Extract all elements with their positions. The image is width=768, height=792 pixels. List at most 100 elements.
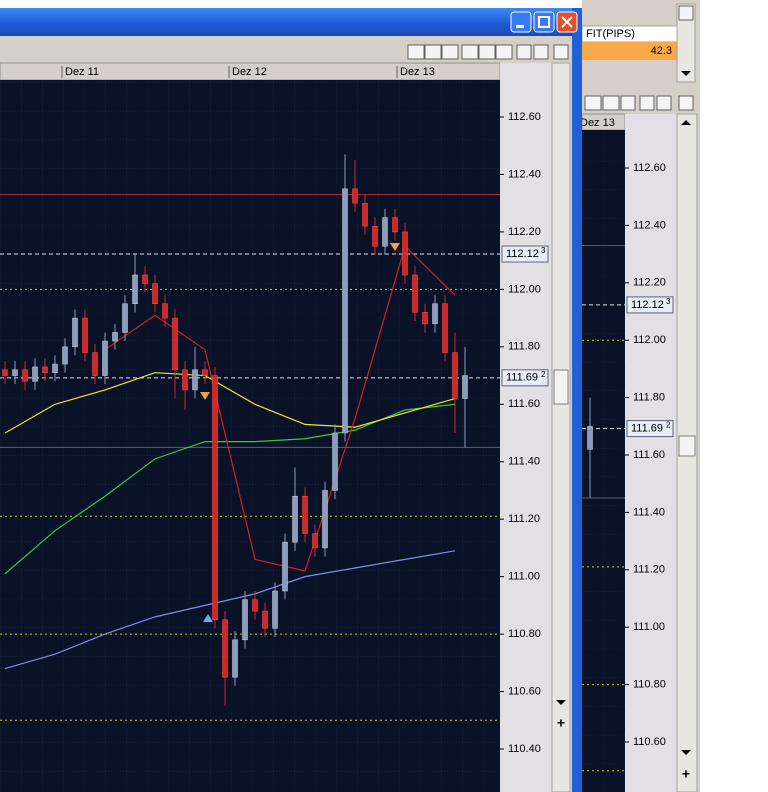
candle-body xyxy=(242,599,248,641)
price-tick-label: 112.00 xyxy=(633,334,666,346)
bid-label: 111.69 xyxy=(631,423,663,435)
candle-body xyxy=(232,639,238,678)
side-price-axis xyxy=(625,114,677,792)
candle-body xyxy=(332,432,338,491)
price-tick-label: 112.00 xyxy=(508,283,541,295)
price-tick-label: 111.60 xyxy=(508,398,540,410)
candle-body xyxy=(452,352,458,399)
candle-body xyxy=(422,312,428,325)
candle-body xyxy=(82,317,88,353)
price-tick-label: 111.80 xyxy=(508,341,540,353)
zoom-button[interactable]: + xyxy=(557,715,565,731)
bid-box xyxy=(626,420,674,438)
candle-body xyxy=(282,541,288,592)
candle-body xyxy=(322,490,328,549)
candle-body xyxy=(442,303,448,353)
price-tick-label: 111.00 xyxy=(633,621,665,633)
zoom-button[interactable]: + xyxy=(682,766,690,782)
title-bar xyxy=(0,8,582,36)
bid-pip: 2 xyxy=(541,370,546,379)
price-tick-label: 112.20 xyxy=(508,226,541,238)
candle-body xyxy=(102,340,108,376)
window-buttons[interactable] xyxy=(510,11,578,33)
candle-body xyxy=(142,274,148,284)
price-tick-label: 112.20 xyxy=(633,277,666,289)
main-toolbar-buttons[interactable] xyxy=(407,44,569,60)
candle-body xyxy=(302,495,308,534)
candle-body xyxy=(172,317,178,371)
candle-body xyxy=(252,599,258,612)
scroll-thumb[interactable] xyxy=(553,369,569,405)
candle-body xyxy=(92,352,98,376)
candle-body xyxy=(202,369,208,376)
price-tick-label: 110.60 xyxy=(633,736,666,748)
price-tick-label: 111.40 xyxy=(633,506,665,518)
candle-body xyxy=(152,283,158,304)
price-tick-label: 111.00 xyxy=(508,571,540,583)
moving-average xyxy=(4,550,456,670)
scroll-down-arrow[interactable] xyxy=(556,700,566,705)
date-label: Dez 13 xyxy=(400,66,435,78)
ask-pip: 3 xyxy=(666,297,671,306)
candle-body xyxy=(432,303,438,325)
side-scrollbar[interactable] xyxy=(676,3,696,83)
price-tick-label: 111.80 xyxy=(633,392,665,404)
price-tick-label: 111.40 xyxy=(508,456,540,468)
price-tick-label: 110.40 xyxy=(508,743,541,755)
bid-pip: 2 xyxy=(666,421,671,430)
price-tick-label: 112.60 xyxy=(508,111,541,123)
candle-body xyxy=(192,369,198,391)
buy-marker xyxy=(203,614,213,622)
candle-body xyxy=(402,231,408,276)
candle-body xyxy=(342,188,348,434)
candle-body xyxy=(412,274,418,313)
moving-average xyxy=(104,245,456,572)
main-chart-area xyxy=(0,80,500,792)
price-tick-label: 112.40 xyxy=(508,168,541,180)
candle-body xyxy=(112,332,118,342)
scroll-thumb[interactable] xyxy=(678,435,696,457)
candle-body xyxy=(62,346,68,365)
candle-body xyxy=(72,317,78,348)
candle-body xyxy=(462,375,468,399)
candle-body xyxy=(372,225,378,247)
ask-label: 112.12 xyxy=(631,299,664,311)
candle-body xyxy=(262,610,268,629)
candle-body xyxy=(12,369,18,376)
price-tick-label: 111.20 xyxy=(508,513,540,525)
column-header: FIT(PIPS) xyxy=(586,28,635,40)
ask-pip: 3 xyxy=(541,246,546,255)
price-tick-label: 111.20 xyxy=(633,564,665,576)
candle-body xyxy=(2,369,8,376)
candle-body xyxy=(292,495,298,543)
ask-label: 112.12 xyxy=(506,248,539,260)
ask-box xyxy=(501,245,549,263)
restore-button[interactable] xyxy=(678,5,694,21)
candle-body xyxy=(182,369,188,391)
price-tick-label: 110.80 xyxy=(508,628,541,640)
candle-body xyxy=(352,188,358,204)
candle-body xyxy=(122,303,128,333)
price-axis xyxy=(500,63,552,792)
value-cell xyxy=(582,42,677,60)
candle-body xyxy=(382,217,388,247)
candle-body xyxy=(162,303,168,319)
ask-box xyxy=(626,296,674,314)
candle-body xyxy=(272,590,278,629)
price-tick-label: 110.80 xyxy=(633,679,666,691)
side-chart-area xyxy=(582,130,625,792)
candle-body xyxy=(32,366,38,382)
candle-body xyxy=(42,366,48,373)
bid-label: 111.69 xyxy=(506,372,538,384)
side-toolbar-buttons[interactable] xyxy=(584,95,694,111)
candle-body xyxy=(52,363,58,373)
candle-body xyxy=(22,369,28,382)
candle-body xyxy=(312,533,318,549)
candle-body xyxy=(132,274,138,304)
main-scrollbar[interactable] xyxy=(551,62,571,792)
scroll-down-arrow[interactable] xyxy=(681,71,691,76)
price-tick-label: 111.60 xyxy=(633,449,665,461)
candle-body xyxy=(587,426,593,450)
candle-body xyxy=(222,619,228,678)
